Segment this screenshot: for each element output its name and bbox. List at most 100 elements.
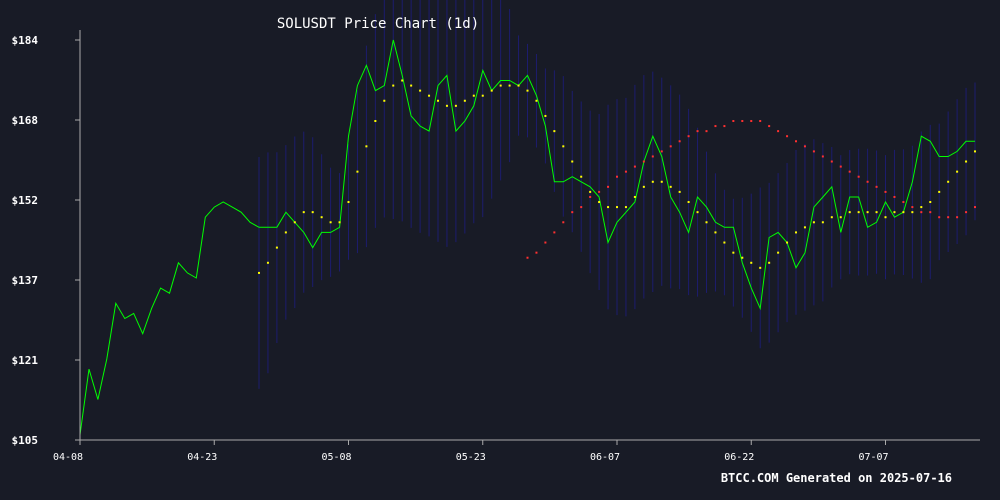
ma20-point — [419, 89, 422, 92]
ma20-point — [696, 211, 699, 214]
y-ticks: $105 $121 $137 $152 $168 $184 — [12, 34, 80, 447]
x-tick-label: 07-07 — [858, 452, 888, 463]
ma20-point — [866, 211, 869, 214]
axes — [79, 30, 980, 441]
ma50-point — [687, 135, 690, 138]
ma20-point — [508, 84, 511, 87]
ma50-series — [526, 120, 976, 259]
ma20-point — [463, 99, 466, 102]
ma20-point — [258, 271, 260, 274]
ma20-point — [678, 190, 681, 193]
y-tick-label: $184 — [12, 34, 39, 47]
ma20-point — [302, 211, 305, 214]
ma20-point — [902, 211, 905, 214]
ma20-point — [526, 89, 529, 92]
ma50-point — [624, 170, 627, 173]
ma20-point — [472, 94, 475, 97]
ma50-point — [768, 125, 771, 128]
ma50-point — [616, 175, 618, 178]
chart-title: SOLUSDT Price Chart (1d) — [277, 16, 479, 32]
ma20-series — [258, 79, 976, 274]
ma20-point — [329, 221, 332, 224]
ma20-point — [535, 99, 538, 102]
ma50-point — [875, 185, 878, 188]
ma50-point — [803, 145, 806, 148]
ma20-point — [410, 84, 413, 87]
ma20-point — [750, 261, 753, 264]
ma20-point — [947, 180, 950, 183]
ma20-point — [266, 261, 269, 264]
ma50-point — [759, 120, 762, 123]
ma20-point — [383, 99, 386, 102]
ma50-point — [965, 211, 968, 214]
ma50-point — [812, 150, 815, 153]
ma50-point — [580, 206, 583, 209]
ma20-point — [401, 79, 404, 82]
ma20-point — [571, 160, 574, 163]
ma50-point — [839, 165, 842, 168]
ma20-point — [642, 185, 645, 188]
x-tick-label: 05-23 — [456, 452, 486, 463]
ma20-point — [687, 201, 690, 204]
ma50-point — [598, 190, 601, 193]
ma20-point — [920, 206, 923, 209]
ma20-point — [607, 206, 610, 209]
ma50-point — [741, 120, 744, 123]
ma20-point — [553, 130, 556, 133]
ma20-point — [428, 94, 431, 97]
ma50-point — [777, 130, 780, 133]
x-tick-label: 04-23 — [187, 452, 217, 463]
ma50-point — [562, 221, 565, 224]
ma20-point — [437, 99, 439, 102]
x-tick-label: 06-07 — [590, 452, 620, 463]
ma50-point — [732, 120, 735, 123]
ma20-point — [454, 104, 457, 107]
ma20-point — [660, 180, 663, 183]
ma20-point — [445, 104, 448, 107]
ma20-point — [320, 216, 323, 219]
ma50-point — [651, 155, 654, 158]
x-tick-label: 05-08 — [321, 452, 351, 463]
ma20-point — [741, 256, 744, 259]
ma20-point — [311, 211, 314, 214]
price-line — [79, 39, 975, 435]
ma20-point — [848, 211, 851, 214]
ma20-point — [812, 221, 815, 224]
x-tick-label: 06-22 — [724, 452, 754, 463]
ma20-point — [705, 221, 708, 224]
ma20-point — [651, 180, 654, 183]
ma50-point — [607, 185, 610, 188]
ma50-point — [669, 145, 672, 148]
ma50-point — [893, 195, 896, 198]
ma50-point — [571, 211, 574, 214]
ma20-point — [929, 201, 932, 204]
ma50-point — [589, 195, 592, 198]
ma50-point — [535, 251, 538, 254]
ma20-point — [598, 201, 601, 204]
ma20-point — [589, 190, 592, 193]
ma20-point — [821, 221, 824, 224]
ma50-point — [705, 130, 708, 133]
ma20-point — [830, 216, 833, 219]
ma20-point — [723, 241, 726, 244]
ma20-point — [911, 211, 914, 214]
ma20-point — [965, 160, 968, 163]
ma20-point — [356, 170, 359, 173]
y-tick-label: $137 — [12, 274, 39, 287]
ma20-point — [580, 175, 583, 178]
ma20-point — [490, 89, 493, 92]
ma20-point — [884, 216, 887, 219]
ma20-point — [544, 114, 547, 117]
ma50-point — [857, 175, 860, 178]
ma20-point — [365, 145, 368, 148]
ma50-point — [974, 206, 976, 209]
ma50-point — [821, 155, 824, 158]
ma20-point — [633, 195, 636, 198]
ma50-point — [830, 160, 833, 163]
x-ticks: 04-08 04-23 05-08 05-23 06-07 06-22 07-07 — [53, 440, 889, 463]
ma50-point — [526, 256, 529, 259]
y-tick-label: $121 — [12, 354, 39, 367]
ma50-point — [920, 211, 923, 214]
ma50-point — [929, 211, 932, 214]
